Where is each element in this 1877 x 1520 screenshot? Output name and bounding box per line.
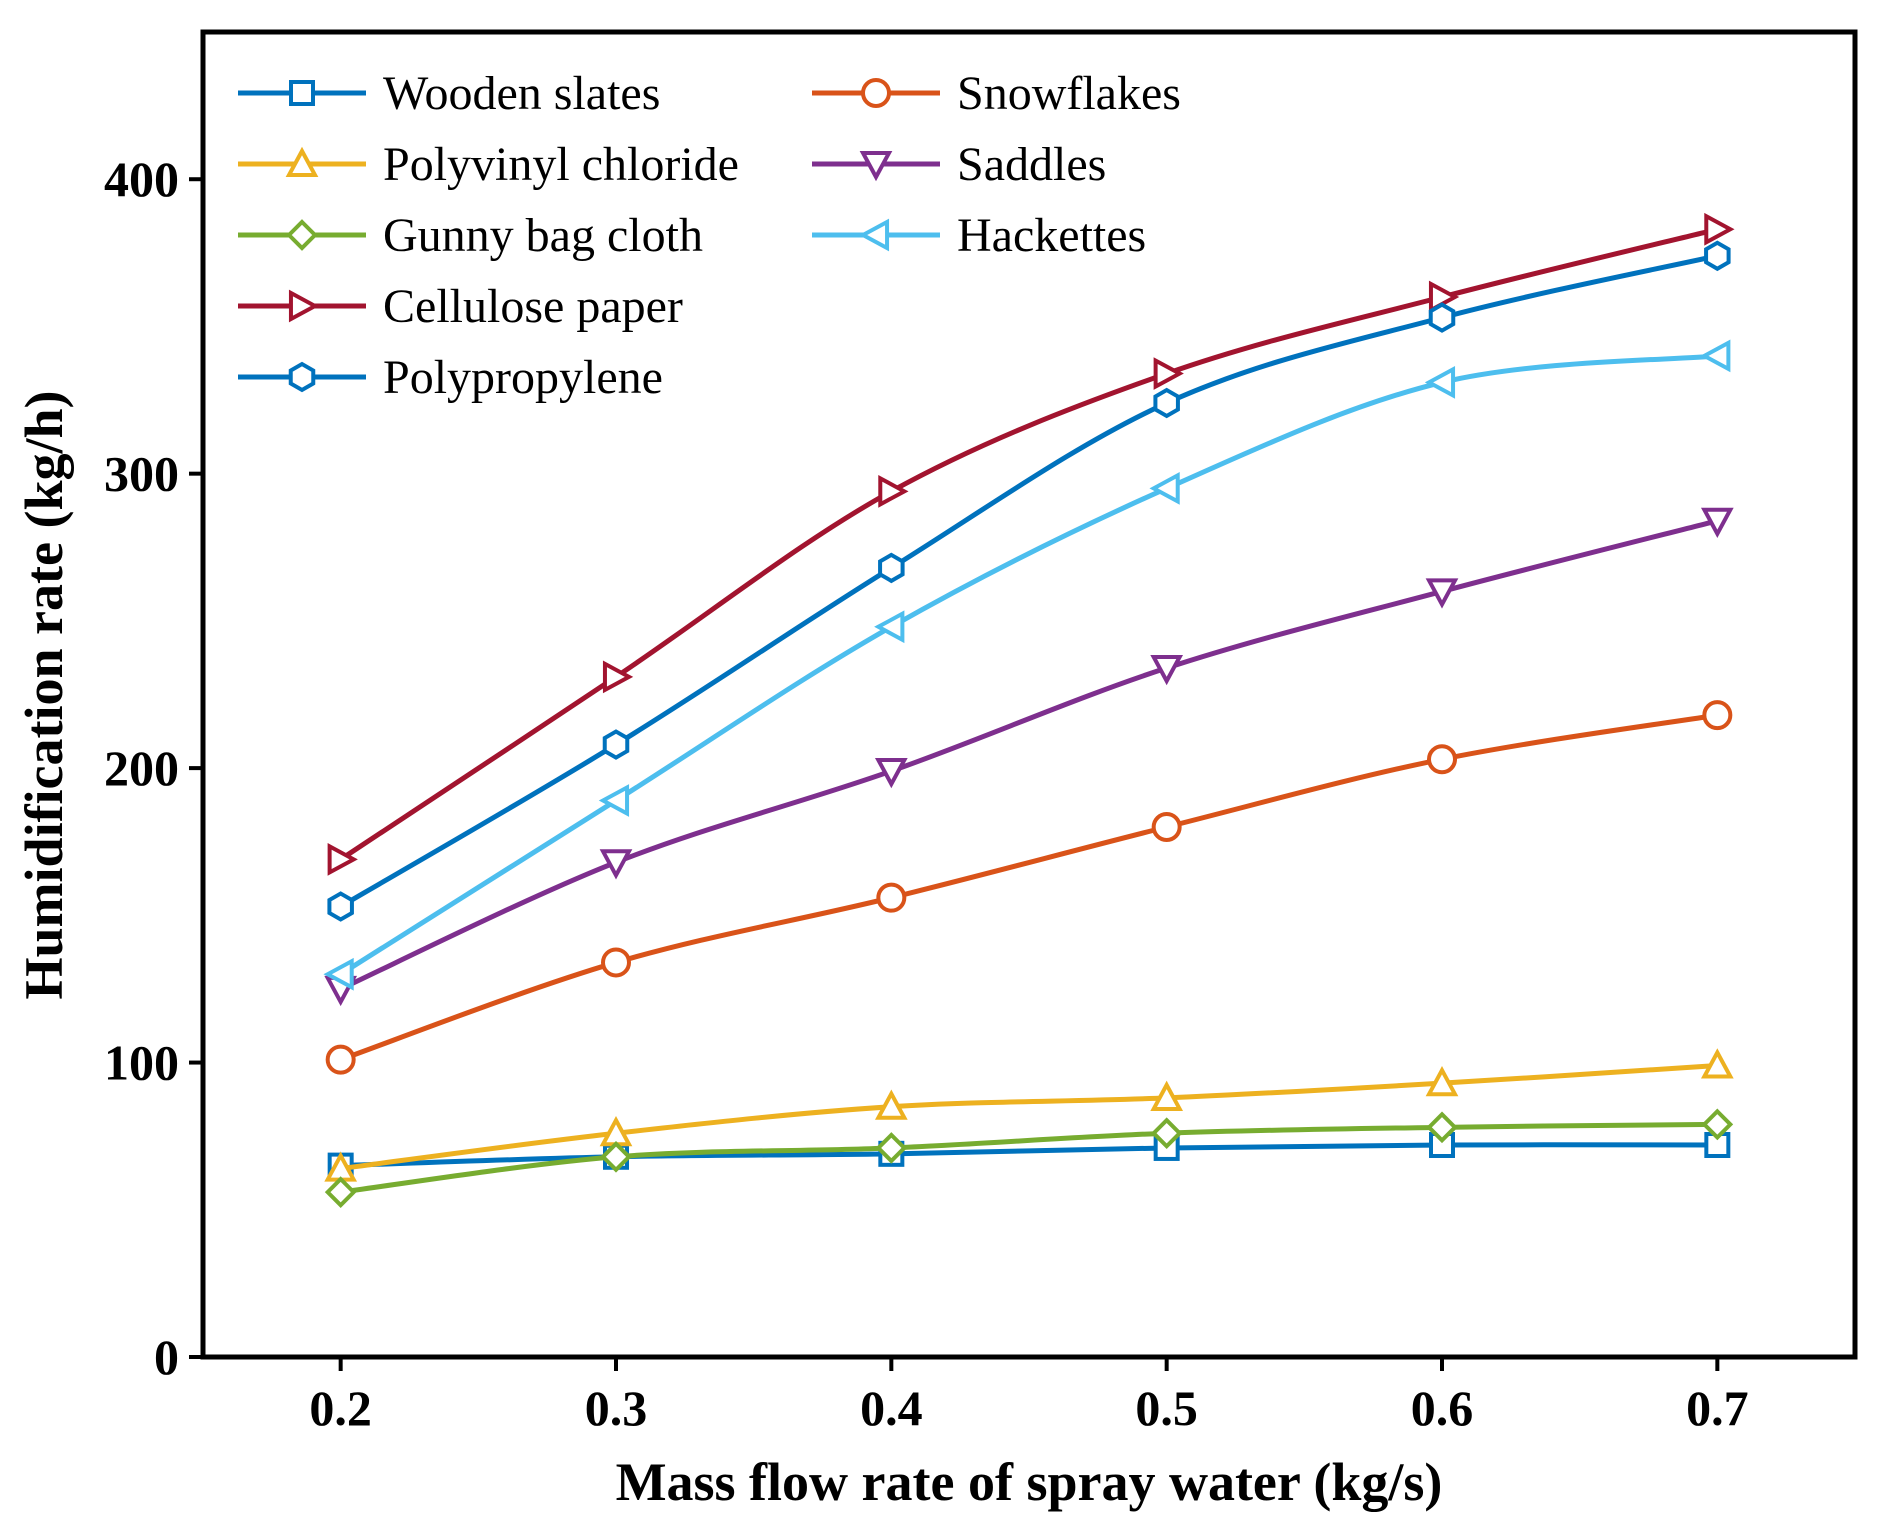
series-gunny-bag-cloth [324,1108,1734,1208]
legend-marker [858,218,890,252]
data-point-snowflakes-3 [1151,812,1182,842]
y-tick-label: 200 [104,740,179,796]
series-polypropylene [327,240,1731,922]
data-point-saddles-4 [1425,578,1459,609]
data-point-polypropylene-4 [1428,302,1456,333]
y-axis-title: Humidification rate (kg/h) [14,391,74,1000]
data-point-hackettes-0 [323,957,354,991]
data-point-gunny-bag-cloth-4 [1426,1111,1458,1144]
legend-marker [289,80,315,106]
y-tick-label: 300 [104,446,179,502]
data-point-snowflakes-5 [1702,700,1733,731]
legend-item-cellulose-paper: Cellulose paper [238,280,683,333]
data-point-polypropylene-3 [1153,387,1180,419]
data-point-snowflakes-0 [325,1044,356,1075]
legend-marker [861,78,891,108]
data-point-gunny-bag-cloth-1 [600,1140,632,1173]
plot-series [323,212,1735,1208]
data-point-saddles-3 [1150,654,1184,686]
legend-marker [288,361,316,393]
data-point-snowflakes-4 [1427,744,1457,775]
legend-item-polyvinyl-chloride: Polyvinyl chloride [238,138,739,191]
legend-label: Gunny bag cloth [383,209,703,262]
data-point-cellulose-paper-5 [1704,212,1735,246]
data-point-polyvinyl-chloride-3 [1150,1080,1184,1111]
data-point-hackettes-4 [1424,366,1456,399]
data-point-saddles-5 [1700,507,1734,538]
series-line-hackettes [339,353,1718,977]
series-snowflakes [325,700,1733,1075]
legend-label: Polyvinyl chloride [383,138,739,191]
series-line-polypropylene [339,253,1718,909]
legend-label: Wooden slates [383,67,660,120]
x-tick-label: 0.6 [1411,1380,1474,1436]
data-point-hackettes-1 [598,784,630,817]
legend-marker [286,219,318,251]
legend-label: Snowflakes [957,67,1181,120]
series-polyvinyl-chloride [324,1048,1734,1182]
y-tick-label: 400 [104,151,179,207]
data-point-saddles-2 [874,758,908,789]
x-axis: 0.2 0.3 0.4 0.5 0.6 0.7 [309,1357,1749,1436]
legend: Wooden slates Snowflakes Polyvinyl chlorid… [238,67,1181,404]
data-point-polyvinyl-chloride-2 [874,1089,908,1120]
data-point-gunny-bag-cloth-3 [1150,1117,1183,1150]
y-tick-label: 100 [104,1035,179,1091]
series-line-gunny-bag-cloth [340,1121,1718,1195]
data-point-gunny-bag-cloth-2 [875,1132,908,1164]
data-point-hackettes-3 [1149,472,1180,505]
x-tick-label: 0.7 [1686,1380,1749,1436]
x-tick-label: 0.4 [860,1380,923,1436]
x-axis-title: Mass flow rate of spray water (kg/s) [616,1452,1443,1512]
data-point-gunny-bag-cloth-0 [324,1176,357,1208]
data-point-cellulose-paper-1 [602,660,634,694]
legend-item-wooden-slates: Wooden slates [238,67,660,120]
series-line-polyvinyl-chloride [340,1063,1718,1172]
series-hackettes [323,339,1731,991]
data-point-cellulose-paper-2 [878,474,909,508]
legend-item-gunny-bag-cloth: Gunny bag cloth [238,209,703,262]
legend-item-snowflakes: Snowflakes [812,67,1181,120]
plot-frame [200,29,1858,1360]
x-tick-label: 0.3 [585,1380,648,1436]
legend-item-polypropylene: Polypropylene [238,351,663,404]
data-point-snowflakes-2 [876,882,907,913]
legend-marker [859,150,893,182]
data-point-polyvinyl-chloride-4 [1425,1065,1459,1097]
data-point-cellulose-paper-3 [1153,357,1184,390]
data-point-cellulose-paper-0 [327,843,358,876]
y-axis: 0 100 200 300 400 [104,151,203,1385]
series-line-cellulose-paper [339,226,1718,862]
x-tick-label: 0.2 [309,1380,372,1436]
y-tick-label: 0 [154,1329,179,1385]
data-point-saddles-1 [599,849,633,880]
series-line-saddles [339,518,1718,992]
data-point-hackettes-5 [1700,339,1731,373]
legend-item-saddles: Saddles [812,138,1106,191]
data-point-gunny-bag-cloth-5 [1701,1108,1734,1141]
data-point-polypropylene-1 [602,729,630,760]
legend-label: Cellulose paper [383,280,683,333]
data-point-polypropylene-2 [878,552,905,584]
legend-marker [285,146,319,178]
data-point-polyvinyl-chloride-5 [1700,1048,1734,1079]
data-point-polypropylene-0 [327,891,354,922]
data-point-hackettes-2 [874,610,905,644]
legend-marker [288,289,320,323]
data-point-polypropylene-5 [1704,240,1731,272]
data-point-snowflakes-1 [601,947,631,978]
series-saddles [324,507,1734,1007]
series-cellulose-paper [327,212,1735,876]
legend-label: Hackettes [957,209,1146,262]
legend-item-hackettes: Hackettes [812,209,1146,262]
x-tick-label: 0.5 [1135,1380,1198,1436]
series-line-wooden-slates [340,1142,1718,1169]
legend-label: Polypropylene [383,351,663,404]
legend-label: Saddles [957,138,1106,191]
series-line-snowflakes [339,712,1718,1062]
